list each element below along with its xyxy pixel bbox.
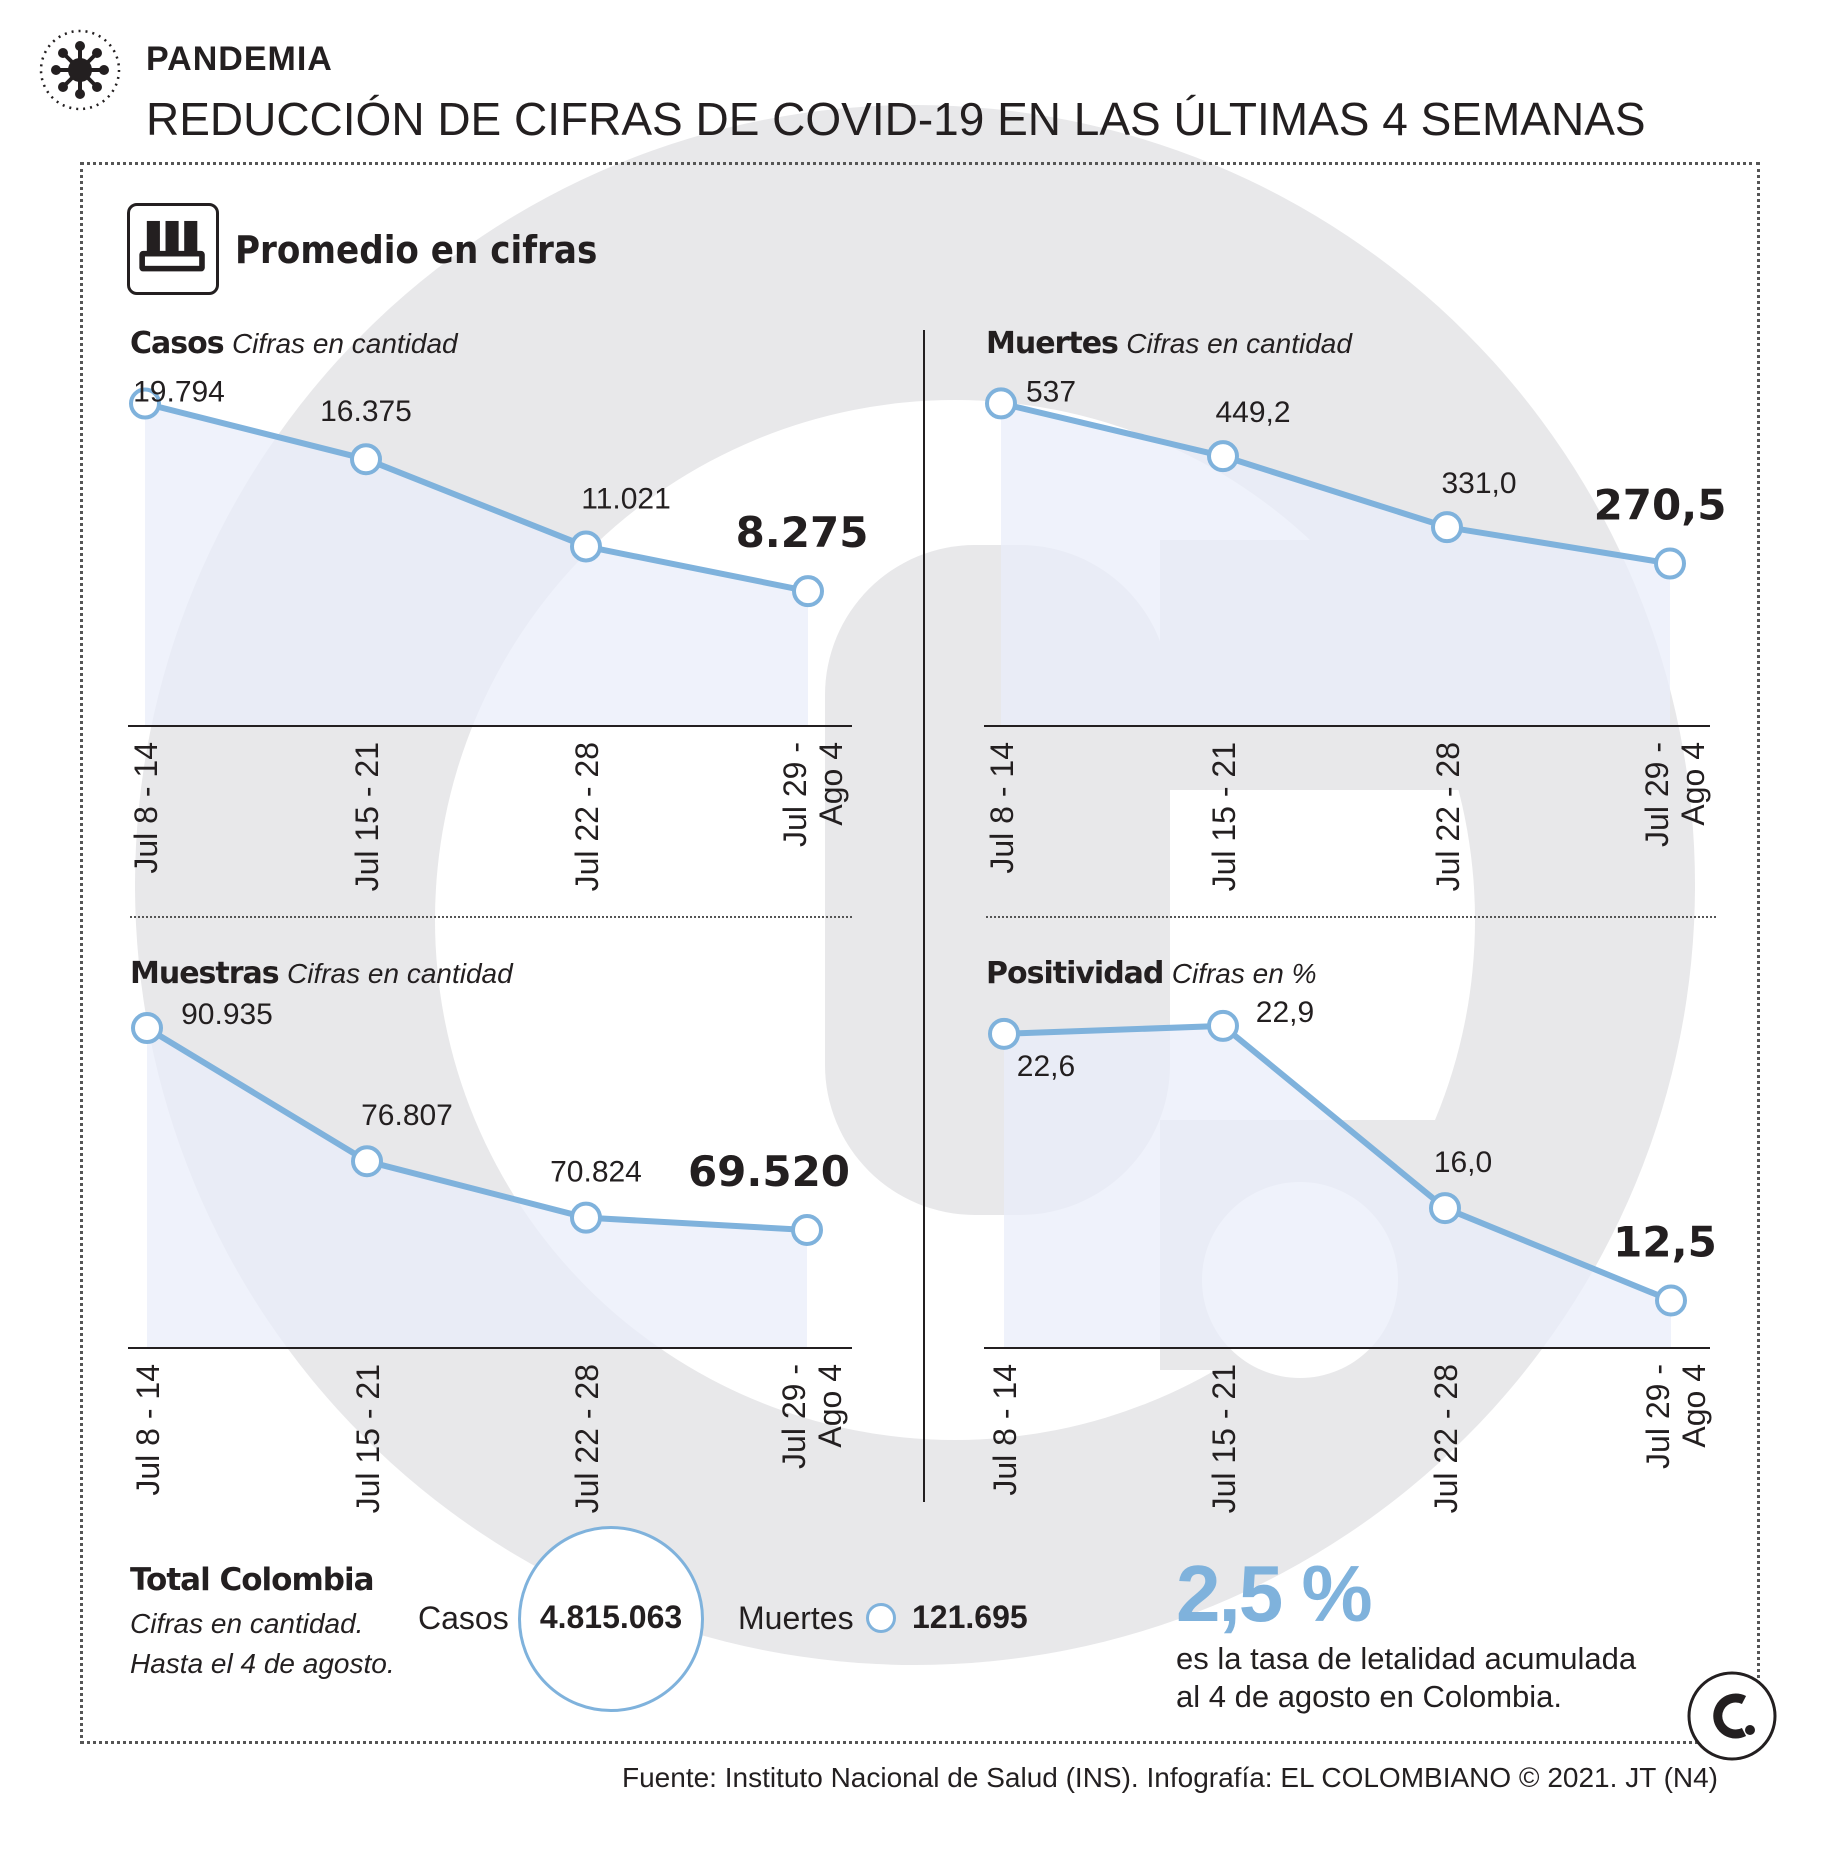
chart-title: Muestras — [130, 956, 280, 991]
chart-subtitle: Cifras en cantidad — [1126, 328, 1352, 359]
area-fill — [147, 1028, 807, 1348]
x-tick-label: Jul 15 - 21 — [350, 1364, 386, 1513]
data-point — [1429, 1192, 1461, 1225]
virus-icon — [39, 29, 121, 111]
x-tick-label: Jul 29 -Ago 4 — [777, 742, 849, 847]
fatality-rate-line2: al 4 de agosto en Colombia. — [1176, 1679, 1563, 1714]
chart-title-positividad: Positividad Cifras en % — [986, 956, 1316, 991]
data-point — [570, 530, 602, 563]
test-tubes-icon — [127, 203, 219, 295]
chart-subtitle: Cifras en cantidad — [231, 328, 458, 359]
cases-label: Casos — [418, 1600, 509, 1636]
data-point — [570, 1201, 602, 1234]
data-label: 22,6 — [1017, 1050, 1075, 1083]
chart-subtitle: Cifras en % — [1171, 958, 1317, 989]
dotted-frame — [80, 162, 1760, 1744]
data-point — [792, 575, 824, 608]
x-tick-label: Jul 29 -Ago 4 — [776, 1364, 848, 1469]
area-fill — [1004, 1025, 1671, 1348]
data-label: 331,0 — [1441, 467, 1516, 500]
data-label: 22,9 — [1256, 996, 1314, 1029]
data-label: 90.935 — [181, 998, 273, 1031]
x-tick-label: Jul 22 - 28 — [569, 742, 605, 891]
data-label: 270,5 — [1594, 481, 1727, 530]
x-tick-label: Jul 8 - 14 — [128, 742, 164, 874]
deaths-value: 121.695 — [912, 1599, 1028, 1635]
total-note-line2: Hasta el 4 de agosto. — [130, 1648, 395, 1679]
data-label: 70.824 — [550, 1156, 642, 1189]
kicker-label: PANDEMIA — [146, 40, 333, 78]
fatality-rate-text: es la tasa de letalidad acumulada al 4 d… — [1176, 1640, 1646, 1716]
x-tick-label: Jul 8 - 14 — [130, 1364, 166, 1496]
x-tick-label: Jul 15 - 21 — [1206, 1364, 1242, 1513]
data-label: 16,0 — [1434, 1146, 1492, 1179]
x-tick-label: Jul 8 - 14 — [987, 1364, 1023, 1496]
data-point — [350, 443, 382, 476]
x-tick-label: Jul 22 - 28 — [569, 1364, 605, 1513]
data-point — [131, 1012, 163, 1045]
x-tick-label: Jul 22 - 28 — [1430, 742, 1466, 891]
horizontal-divider-right — [986, 916, 1716, 918]
series-line — [1000, 400, 1671, 567]
total-note-line1: Cifras en cantidad. — [130, 1608, 364, 1639]
data-label: 16.375 — [320, 395, 412, 428]
chart-subtitle: Cifras en cantidad — [287, 958, 513, 989]
x-tick-label: Jul 8 - 14 — [984, 742, 1020, 874]
deaths-label: Muertes — [738, 1600, 854, 1636]
cases-value: 4.815.063 — [539, 1599, 683, 1635]
cases-circle — [518, 1526, 704, 1712]
source-credit: Fuente: Instituto Nacional de Salud (INS… — [622, 1762, 1719, 1793]
chart-title-muestras: Muestras Cifras en cantidad — [130, 956, 513, 991]
data-label: 76.807 — [361, 1099, 453, 1132]
chart-title-casos: Casos Cifras en cantidad — [130, 326, 458, 361]
vertical-divider — [923, 330, 925, 1502]
deaths-circle — [866, 1603, 896, 1633]
horizontal-divider-left — [130, 916, 852, 918]
data-label: 8.275 — [736, 508, 869, 557]
headline: REDUCCIÓN DE CIFRAS DE COVID-19 EN LAS Ú… — [146, 93, 1646, 145]
panel-title: Promedio en cifras — [235, 228, 598, 272]
chart-title-muertes: Muertes Cifras en cantidad — [986, 326, 1352, 361]
data-point — [351, 1145, 383, 1178]
x-tick-label: Jul 15 - 21 — [1206, 742, 1242, 891]
total-title: Total Colombia — [130, 1562, 374, 1598]
fatality-rate-line1: es la tasa de letalidad acumulada — [1176, 1641, 1637, 1676]
data-label: 19.794 — [133, 376, 225, 409]
data-point — [988, 1017, 1020, 1050]
series-line — [145, 1025, 808, 1233]
data-point — [985, 387, 1017, 420]
data-label: 69.520 — [688, 1147, 850, 1196]
data-point — [1431, 511, 1463, 544]
total-note: Cifras en cantidad. Hasta el 4 de agosto… — [130, 1604, 395, 1684]
data-point — [1207, 1009, 1239, 1042]
el-colombiano-logo — [1687, 1671, 1777, 1761]
series-line — [144, 400, 809, 595]
data-label: 449,2 — [1215, 396, 1290, 429]
data-point — [791, 1213, 823, 1246]
data-point — [1654, 547, 1686, 580]
area-fill — [145, 403, 808, 726]
series-line — [1003, 1022, 1673, 1304]
area-fill — [1001, 403, 1670, 726]
x-tick-label: Jul 29 -Ago 4 — [1639, 742, 1711, 847]
chart-title: Casos — [130, 326, 225, 361]
data-label: 11.021 — [581, 482, 671, 515]
x-tick-label: Jul 22 - 28 — [1428, 1364, 1464, 1513]
x-tick-label: Jul 15 - 21 — [349, 742, 385, 891]
data-point — [129, 387, 161, 420]
chart-title: Muertes — [986, 326, 1119, 361]
chart-title: Positividad — [986, 956, 1164, 991]
data-label: 12,5 — [1613, 1217, 1717, 1266]
data-point — [1207, 440, 1239, 473]
fatality-rate-value: 2,5 % — [1176, 1549, 1373, 1638]
data-label: 537 — [1026, 375, 1076, 408]
data-point — [1655, 1284, 1687, 1317]
x-tick-label: Jul 29 -Ago 4 — [1640, 1364, 1712, 1469]
